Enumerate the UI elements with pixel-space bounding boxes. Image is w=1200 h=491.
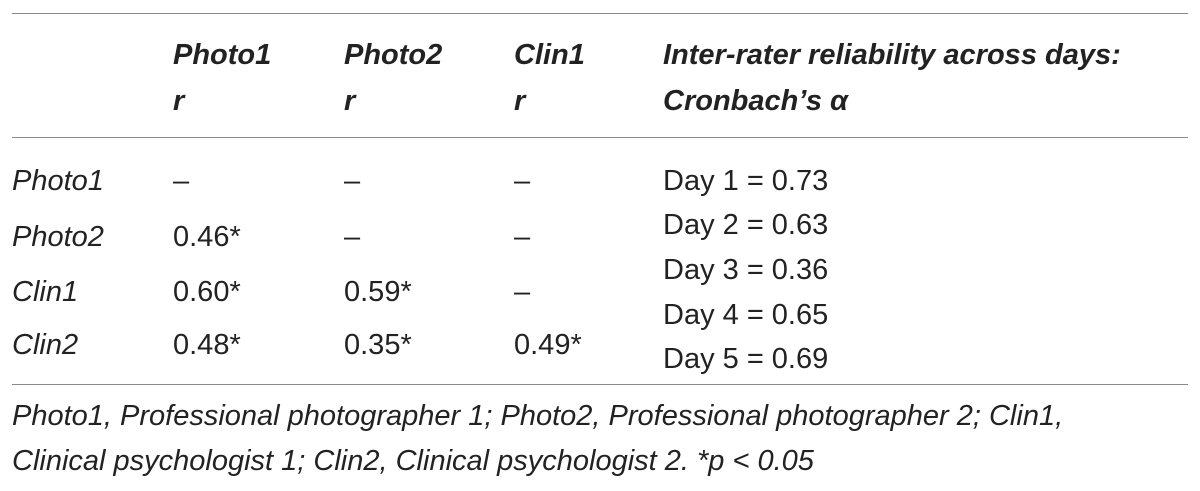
table-footnote: Photo1, Professional photographer 1; Pho… [12, 394, 1188, 484]
header-photo2: Photo2 r [344, 32, 442, 124]
header-clin1-stat: r [514, 85, 526, 117]
footnote-line-2: Clinical psychologist 1; Clin2, Clinical… [12, 445, 814, 477]
cell-value: 0.46* [173, 221, 241, 253]
table-top-rule [12, 13, 1188, 14]
row-label: Clin2 [12, 329, 79, 361]
cell-value: – [344, 165, 361, 197]
header-reliability-stat: Cronbach’s α [663, 85, 849, 117]
header-photo1-stat: r [173, 85, 185, 117]
table-bottom-rule [12, 384, 1188, 385]
reliability-day-5: Day 5 = 0.69 [663, 343, 829, 375]
header-photo2-stat: r [344, 85, 356, 117]
header-photo2-title: Photo2 [344, 39, 443, 71]
cell-value: – [514, 221, 531, 253]
cell-value: 0.35* [344, 329, 412, 361]
header-reliability-title: Inter-rater reliability across days: [663, 39, 1121, 71]
header-photo1: Photo1 r [173, 32, 271, 124]
cell-value: – [173, 165, 190, 197]
reliability-day-3: Day 3 = 0.36 [663, 254, 829, 286]
row-label: Photo1 [12, 165, 104, 197]
header-rule [12, 137, 1188, 138]
reliability-day-2: Day 2 = 0.63 [663, 209, 829, 241]
cell-value: – [344, 221, 361, 253]
row-label: Clin1 [12, 276, 79, 308]
row-label: Photo2 [12, 221, 104, 253]
header-reliability: Inter-rater reliability across days: Cro… [663, 32, 1121, 124]
cell-value: 0.49* [514, 329, 582, 361]
header-clin1-title: Clin1 [514, 39, 585, 71]
reliability-day-1: Day 1 = 0.73 [663, 165, 829, 197]
footnote-line-1: Photo1, Professional photographer 1; Pho… [12, 400, 1064, 432]
header-photo1-title: Photo1 [173, 39, 272, 71]
cell-value: – [514, 276, 531, 308]
reliability-day-4: Day 4 = 0.65 [663, 299, 829, 331]
cell-value: – [514, 165, 531, 197]
cell-value: 0.48* [173, 329, 241, 361]
cell-value: 0.60* [173, 276, 241, 308]
cell-value: 0.59* [344, 276, 412, 308]
header-clin1: Clin1 r [514, 32, 585, 124]
